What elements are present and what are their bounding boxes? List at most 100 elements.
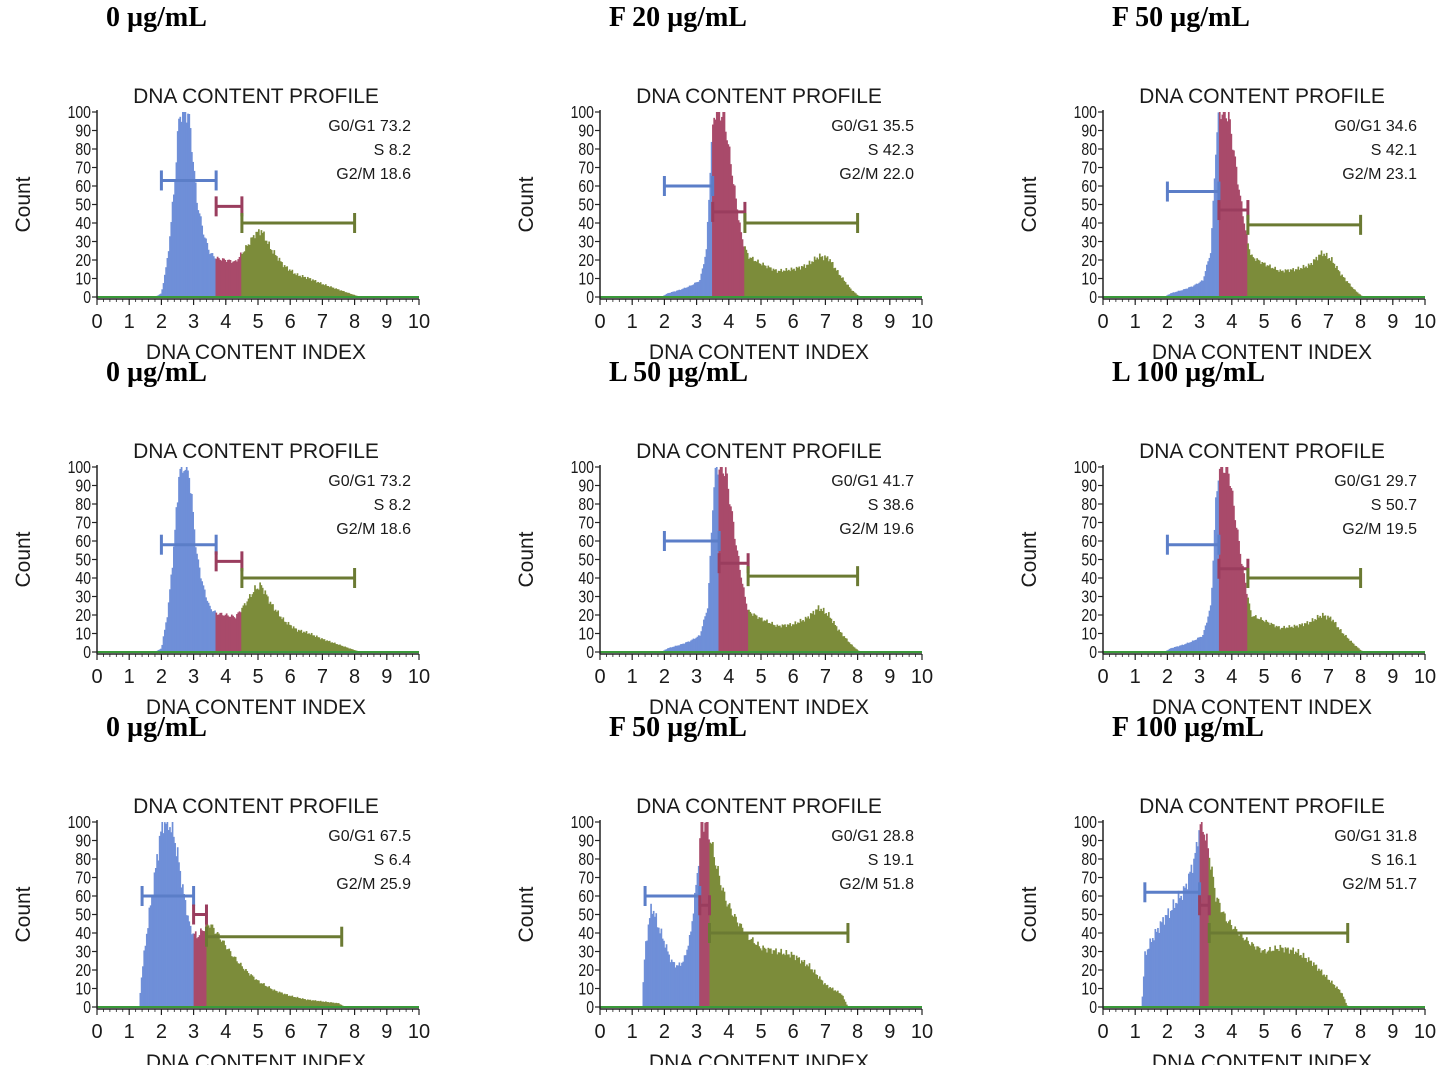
histogram-bar [1273,624,1275,652]
histogram-bar [223,940,225,1007]
stat-label: G0/G1 73.2 [328,118,411,135]
gate-marker-s [1198,895,1211,916]
histogram-bar [308,633,310,652]
histogram-bar [706,221,709,297]
histogram-bar [160,648,162,652]
histogram-bar [281,262,283,297]
histogram-bar [1288,953,1291,1007]
x-tick-label: 5 [252,1021,263,1043]
histogram-bar [1178,645,1181,652]
histogram-bar [348,648,350,652]
histogram-bar [265,240,268,297]
histogram-bar [202,585,205,652]
x-tick-label: 10 [1414,311,1436,333]
histogram-bar [1233,928,1235,1007]
histogram-bar [197,210,200,297]
histogram-bar [761,617,763,652]
histogram-bar [745,931,748,1007]
y-tick-label: 90 [578,831,594,851]
x-tick-label: 6 [788,1021,799,1043]
histogram-bar [1312,962,1315,1007]
histogram-bar [1306,267,1309,297]
x-tick-label: 0 [594,666,605,688]
x-tick-label: 1 [1130,311,1141,333]
stat-label: S 42.1 [1371,142,1417,159]
histogram-bar [308,278,310,297]
histogram-bar [243,251,246,297]
histogram-bar [1269,624,1271,652]
histogram-bar [785,626,788,652]
histogram-bar [838,993,840,1007]
histogram-bar [704,256,707,297]
histogram-bar [1236,934,1239,1007]
histogram-bar [818,976,821,1007]
histogram-bar [158,649,161,652]
histogram-bar [337,644,340,652]
histogram-bar [1224,913,1226,1007]
x-tick-label: 3 [188,666,199,688]
histogram-bar [1333,984,1336,1007]
histogram-bar [198,935,201,1007]
x-tick-label: 8 [852,1021,863,1043]
y-tick-label: 50 [578,905,594,925]
x-tick-label: 7 [820,1021,831,1043]
y-tick-label: 100 [68,812,91,832]
histogram-bar [1343,999,1346,1007]
histogram-bar [218,614,220,652]
histogram-bar [855,293,857,297]
stat-label: S 42.3 [868,142,914,159]
histogram-bar [258,589,260,652]
x-tick-label: 3 [1194,666,1205,688]
histogram-bar [749,939,752,1007]
x-tick-label: 6 [788,666,799,688]
histogram-bar [1185,643,1188,652]
histogram-bar [1227,473,1230,652]
histogram-bar [701,626,704,652]
histogram-bar [1260,952,1262,1007]
histogram-bar [730,164,732,297]
histogram-bar [1168,294,1171,297]
histogram-bar [1167,294,1170,297]
histogram-bar [170,832,173,1007]
histogram-bar [762,621,764,652]
histogram-bar [148,907,151,1007]
x-tick-label: 1 [627,1021,638,1043]
histogram-bar [1316,614,1319,652]
histogram-bar [847,641,849,652]
histogram-bar [1204,625,1207,652]
histogram-bar [176,131,179,297]
dna-content-chart: DNA CONTENT PROFILE010203040506070809010… [12,440,430,719]
histogram-bar [748,258,750,297]
histogram-bar [210,609,213,652]
y-tick-label: 0 [83,642,91,662]
histogram-bar [178,476,180,652]
histogram-bar [1288,272,1291,297]
y-tick-label: 70 [578,868,594,888]
histogram-bar [665,944,668,1007]
histogram-bar [283,621,286,652]
histogram-bar [721,890,723,1007]
histogram-bar [1244,939,1247,1007]
panel-7: 0 µg/mL DNA CONTENT PROFILE 0 10 20 30 40 50 60… [0,710,503,1065]
histogram-bar [751,937,754,1007]
histogram-bar [1235,527,1238,652]
histogram-bar [799,963,802,1007]
histogram-bar [1141,996,1144,1007]
histogram-bar [1249,255,1252,297]
histogram-bar [812,972,815,1007]
histogram-bar [184,112,187,297]
histogram-bar [1194,640,1197,652]
histogram-bar [1256,258,1258,297]
histogram-bar [295,628,298,652]
histogram-bar [1266,621,1269,652]
histogram-bar [1269,264,1271,297]
histogram-bar [780,627,783,652]
histogram-bar [260,230,263,297]
chart-group: DNA CONTENT PROFILE010203040506070809010… [12,440,430,719]
histogram-bar [821,611,824,652]
histogram-bar [804,267,807,297]
histogram-bar [1208,257,1211,297]
histogram-bar [1182,644,1185,652]
histogram-bar [323,285,326,297]
histogram-bar [745,603,748,652]
